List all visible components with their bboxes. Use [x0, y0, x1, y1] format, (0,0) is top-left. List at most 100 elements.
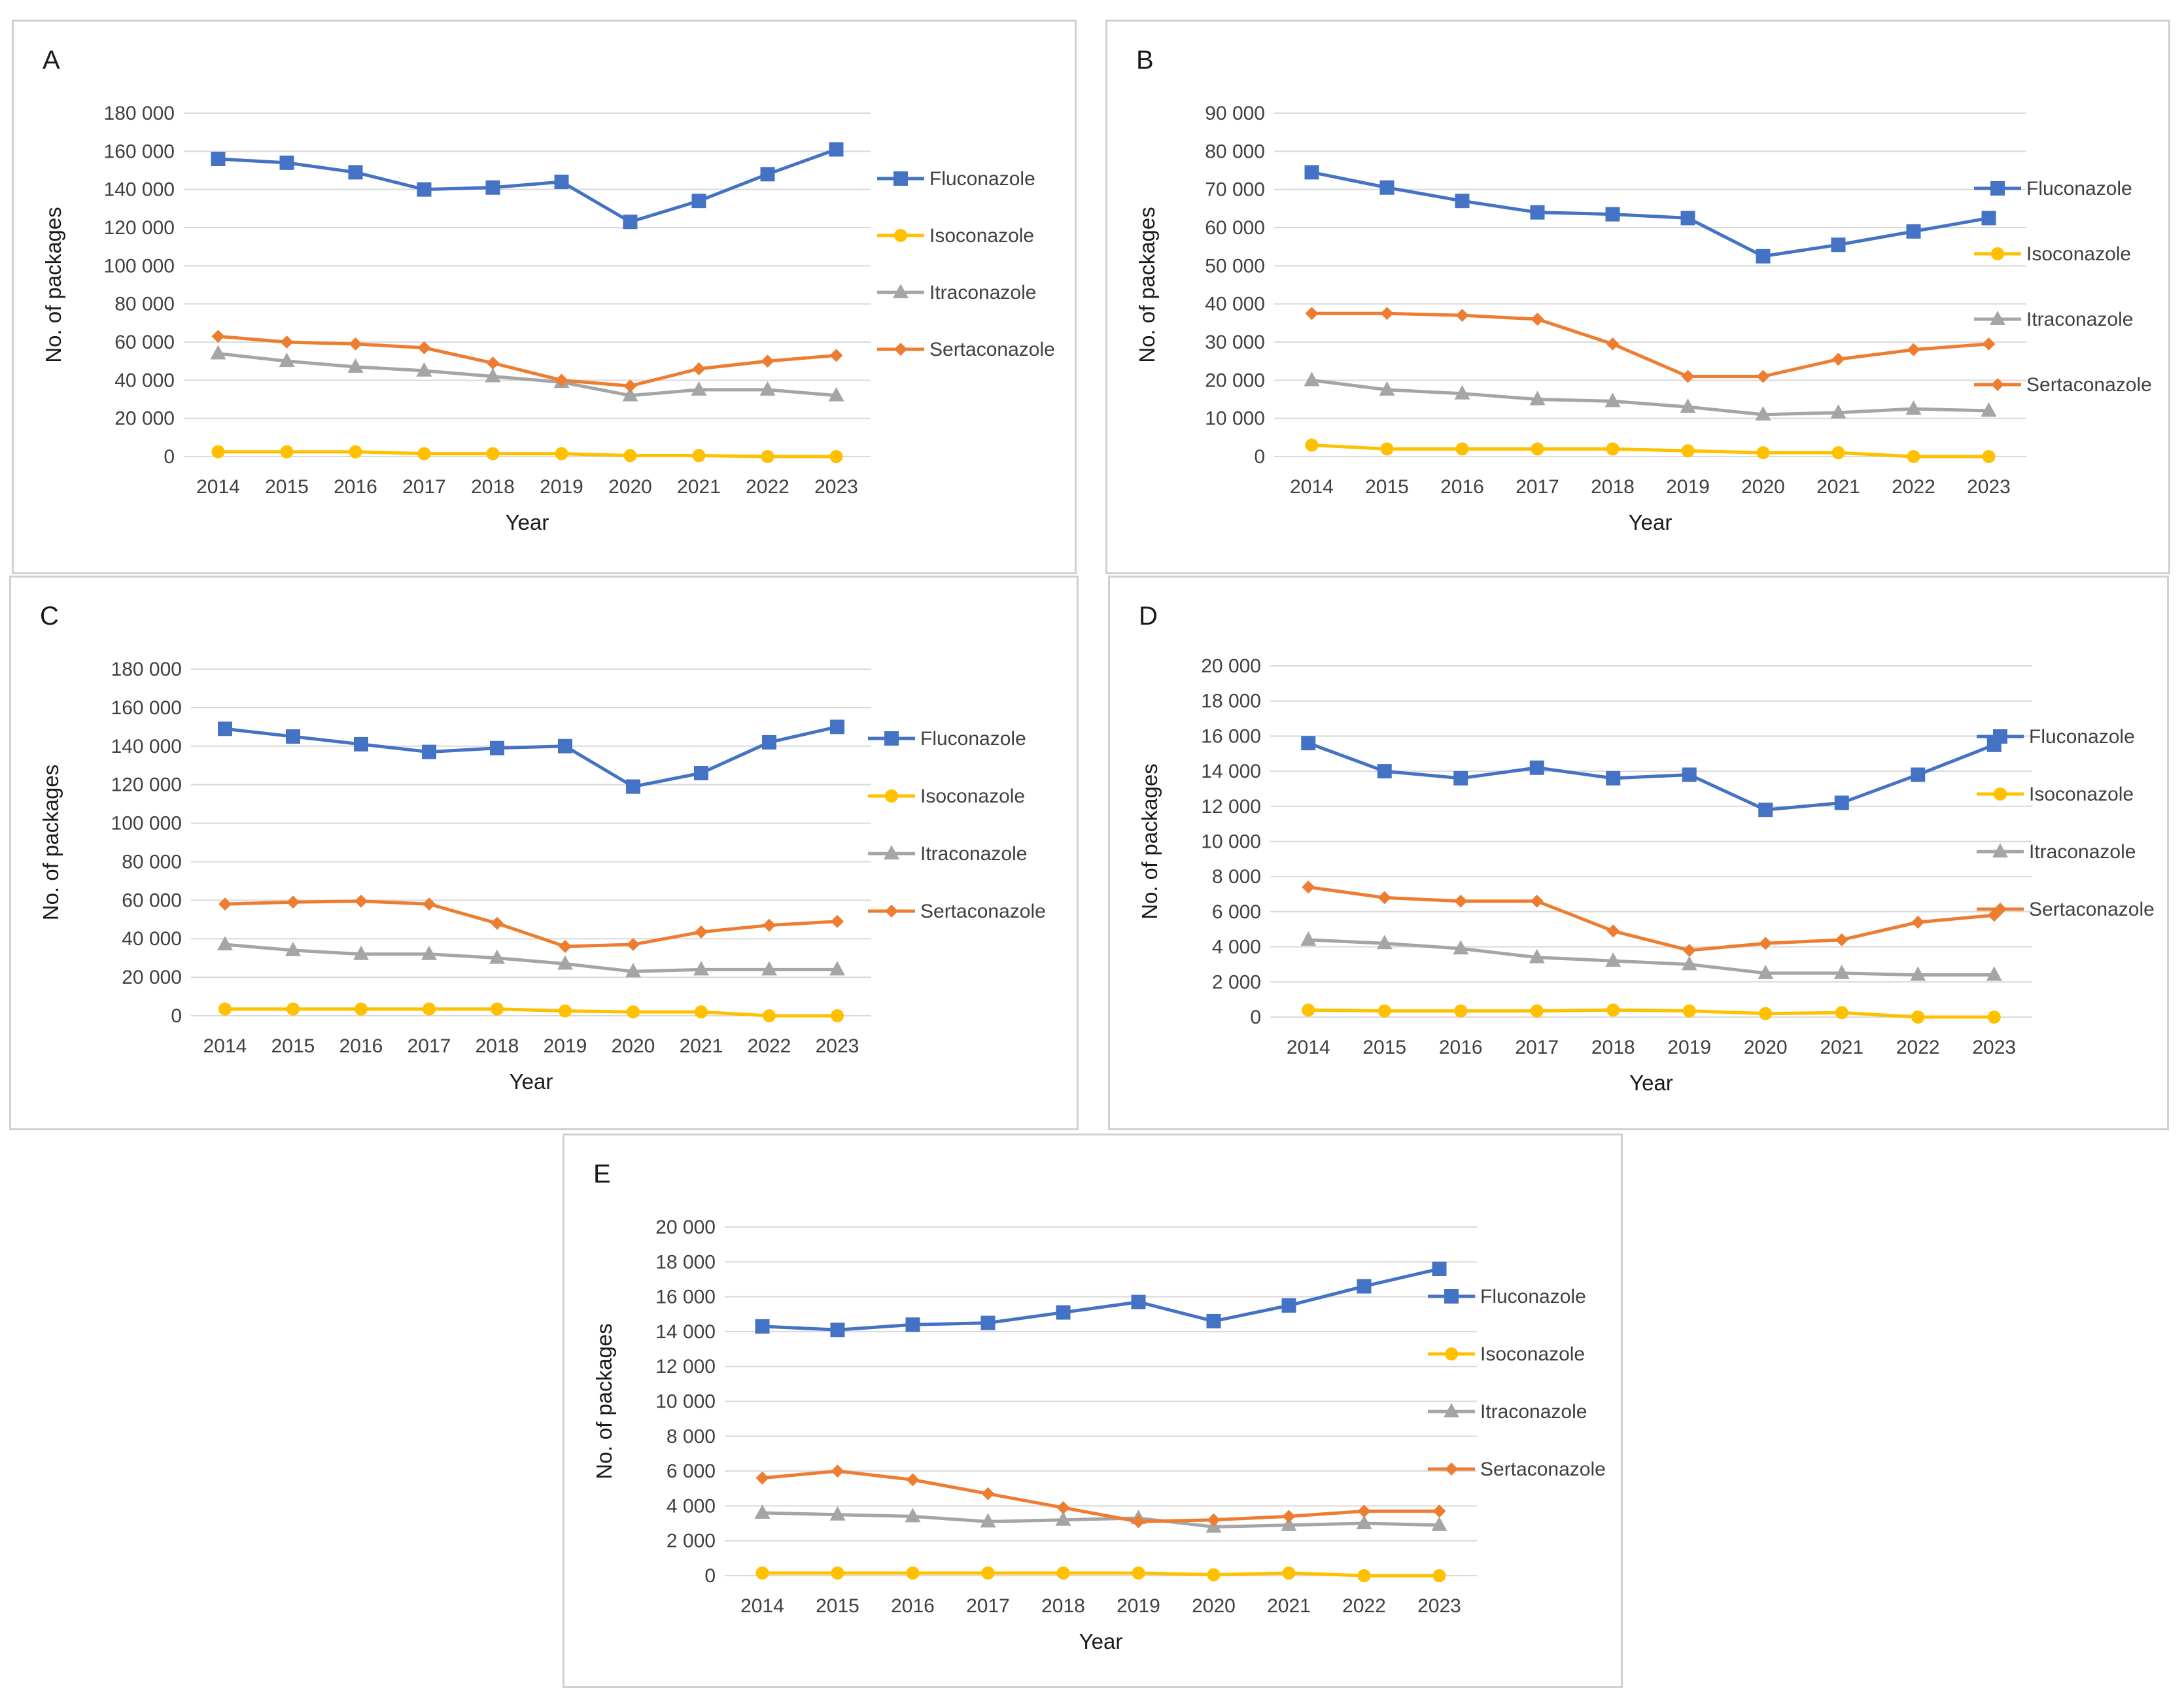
y-tick-label-c-3: 60 000 — [122, 890, 182, 911]
data-point-d-fluconazole-2022 — [1911, 767, 1926, 782]
data-point-d-sertaconazole-2020 — [1759, 937, 1773, 950]
series-line-b-itraconazole — [1311, 378, 1989, 417]
data-point-a-itraconazole-2016 — [347, 358, 364, 373]
data-point-d-fluconazole-2014 — [1301, 736, 1316, 751]
chart-panel-c: C 0 20 000 40 000 60 000 80 000 100 000 120 000… — [9, 576, 1079, 1130]
y-tick-label-a-6: 120 000 — [104, 217, 175, 239]
legend-marker-c-sertaconazole — [885, 905, 898, 918]
data-point-b-isoconazole-2023 — [1982, 450, 1996, 463]
data-point-c-isoconazole-2016 — [355, 1002, 368, 1016]
legend-item-a-isoconazole: Isoconazole — [877, 225, 1034, 247]
data-point-c-sertaconazole-2021 — [695, 925, 708, 939]
y-tick-label-e-10: 20 000 — [655, 1217, 716, 1238]
series-line-b-fluconazole — [1311, 170, 1989, 258]
legend-label-e-isoconazole: Isoconazole — [1480, 1343, 1585, 1365]
series-line-d-fluconazole — [1308, 741, 1995, 812]
x-tick-label-e-2021: 2021 — [1267, 1595, 1311, 1617]
data-point-b-sertaconazole-2014 — [1305, 307, 1319, 320]
series-line-c-fluconazole — [224, 725, 838, 789]
data-point-e-sertaconazole-2020 — [1207, 1513, 1221, 1527]
data-point-c-itraconazole-2019 — [557, 955, 573, 970]
legend-label-d-fluconazole: Fluconazole — [2029, 726, 2135, 748]
data-point-e-isoconazole-2020 — [1207, 1568, 1221, 1582]
data-point-a-isoconazole-2017 — [417, 447, 431, 460]
x-tick-label-a-2021: 2021 — [677, 476, 721, 498]
y-tick-label-d-1: 2 000 — [1212, 971, 1261, 993]
data-point-c-isoconazole-2014 — [218, 1002, 232, 1016]
data-point-b-fluconazole-2016 — [1455, 194, 1470, 209]
data-point-a-fluconazole-2015 — [279, 155, 294, 170]
data-point-e-isoconazole-2023 — [1432, 1569, 1446, 1582]
y-tick-label-a-4: 80 000 — [114, 294, 175, 315]
data-point-d-sertaconazole-2017 — [1530, 894, 1544, 908]
series-line-b-sertaconazole — [1311, 311, 1989, 378]
y-tick-label-b-0: 0 — [1254, 446, 1265, 468]
data-point-c-fluconazole-2021 — [694, 766, 708, 780]
data-point-d-isoconazole-2015 — [1378, 1004, 1391, 1018]
data-point-b-fluconazole-2015 — [1379, 180, 1395, 195]
legend-label-c-fluconazole: Fluconazole — [920, 728, 1026, 750]
data-point-e-isoconazole-2018 — [1056, 1566, 1070, 1580]
data-point-a-sertaconazole-2018 — [486, 356, 500, 370]
data-point-e-isoconazole-2019 — [1132, 1566, 1145, 1580]
data-point-c-itraconazole-2018 — [489, 949, 505, 964]
line-chart-b: B 0 10 000 20 000 30 000 40 000 50 000 60 000 70… — [1135, 46, 2152, 534]
panel-label-c: C — [40, 602, 59, 631]
y-tick-label-e-6: 12 000 — [655, 1356, 716, 1377]
x-tick-label-d-2018: 2018 — [1591, 1037, 1635, 1058]
data-point-b-itraconazole-2022 — [1905, 400, 1922, 415]
y-tick-label-e-3: 6 000 — [667, 1461, 716, 1482]
legend-marker-a-sertaconazole — [894, 343, 907, 356]
legend-label-c-itraconazole: Itraconazole — [920, 843, 1027, 865]
data-point-c-sertaconazole-2020 — [627, 938, 640, 952]
data-point-d-fluconazole-2020 — [1758, 803, 1773, 818]
y-tick-label-e-5: 10 000 — [655, 1391, 716, 1413]
legend-item-d-itraconazole: Itraconazole — [1977, 841, 2136, 863]
series-c-itraconazole — [217, 936, 845, 978]
legend-label-d-sertaconazole: Sertaconazole — [2029, 899, 2155, 920]
data-point-e-itraconazole-2016 — [905, 1508, 921, 1523]
data-point-d-itraconazole-2020 — [1758, 964, 1774, 979]
legend-label-a-isoconazole: Isoconazole — [929, 225, 1034, 247]
legend-marker-b-itraconazole — [1990, 311, 2005, 325]
series-line-d-itraconazole — [1308, 938, 1994, 977]
data-point-c-fluconazole-2020 — [626, 779, 640, 794]
y-tick-label-a-0: 0 — [164, 446, 175, 468]
x-tick-label-c-2019: 2019 — [544, 1035, 587, 1057]
x-tick-label-a-2018: 2018 — [471, 476, 515, 498]
data-point-a-isoconazole-2019 — [555, 447, 568, 460]
data-point-c-itraconazole-2023 — [829, 961, 845, 976]
data-point-b-isoconazole-2018 — [1606, 442, 1620, 456]
data-point-e-fluconazole-2018 — [1056, 1305, 1071, 1320]
data-point-a-isoconazole-2021 — [692, 449, 706, 462]
series-c-fluconazole — [218, 719, 844, 794]
data-point-a-sertaconazole-2017 — [417, 341, 431, 355]
data-point-b-fluconazole-2022 — [1906, 224, 1921, 239]
y-tick-label-c-1: 20 000 — [122, 967, 182, 988]
y-tick-label-c-7: 140 000 — [111, 736, 182, 757]
legend-item-c-fluconazole: Fluconazole — [868, 728, 1026, 750]
data-point-e-itraconazole-2015 — [829, 1506, 846, 1521]
x-tick-label-e-2017: 2017 — [966, 1595, 1010, 1617]
legend-label-a-itraconazole: Itraconazole — [929, 282, 1036, 303]
series-line-e-fluconazole — [762, 1267, 1440, 1332]
x-tick-label-e-2019: 2019 — [1117, 1595, 1160, 1617]
data-point-d-itraconazole-2014 — [1300, 931, 1317, 946]
x-tick-label-d-2019: 2019 — [1667, 1037, 1711, 1058]
legend-marker-c-isoconazole — [885, 789, 898, 803]
data-point-a-fluconazole-2016 — [348, 165, 363, 180]
legend-item-a-sertaconazole: Sertaconazole — [877, 339, 1055, 360]
x-tick-label-b-2015: 2015 — [1365, 476, 1409, 498]
data-point-d-fluconazole-2016 — [1453, 770, 1468, 786]
x-tick-label-b-2022: 2022 — [1892, 476, 1935, 498]
x-tick-label-d-2014: 2014 — [1287, 1037, 1330, 1058]
y-tick-label-b-2: 20 000 — [1205, 370, 1265, 391]
data-point-d-itraconazole-2023 — [1986, 966, 2002, 981]
data-point-b-sertaconazole-2017 — [1531, 313, 1544, 326]
line-chart-d: D 0 2 000 4 000 6 000 8 000 10 000 12 000 14 000… — [1137, 602, 2155, 1095]
data-point-c-sertaconazole-2023 — [831, 914, 844, 928]
data-point-c-itraconazole-2014 — [217, 936, 233, 951]
data-point-a-itraconazole-2015 — [279, 353, 295, 368]
data-point-a-sertaconazole-2022 — [761, 355, 774, 368]
y-tick-label-b-7: 70 000 — [1205, 179, 1265, 201]
